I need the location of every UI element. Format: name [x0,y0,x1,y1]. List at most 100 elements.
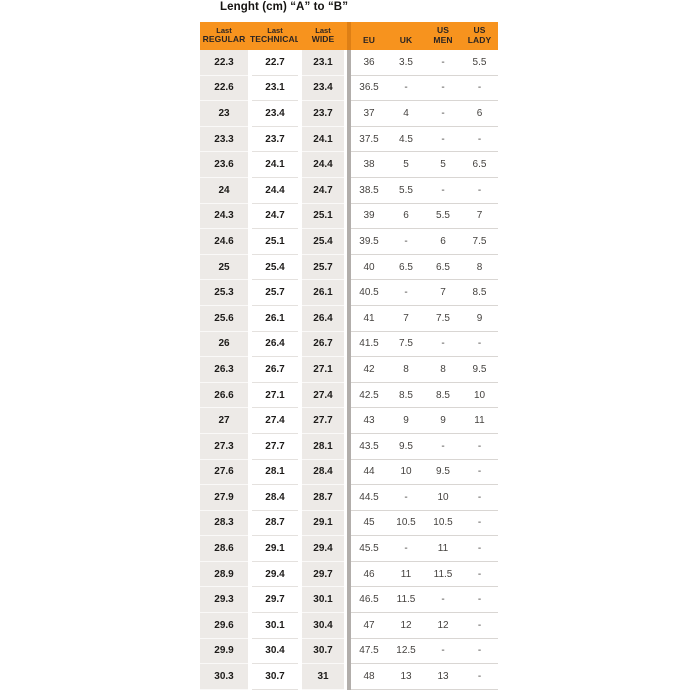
table-row: 25.3 25.7 26.1 40.5 - 7 8.5 [200,280,498,306]
cell-uk: 9 [387,408,425,434]
header-section-divider [347,22,351,50]
column-gap [298,229,302,255]
cell-uk: 10 [387,459,425,486]
table-row: 24.3 24.7 25.1 39 6 5.5 7 [200,203,498,230]
cell-last-technical: 23.7 [252,126,298,153]
section-divider [347,280,351,306]
table-row: 23.6 24.1 24.4 38 5 5 6.5 [200,152,498,178]
cell-value: 24.1 [265,159,285,171]
cell-value: 4 [403,107,409,119]
cell-value: 47.5 [359,645,379,657]
cell-value: 22.6 [214,82,234,94]
cell-us-lady: - [461,75,498,102]
section-divider [347,126,351,153]
cell-value: 45.5 [359,543,379,555]
cell-value: 23.7 [265,133,285,145]
cell-last-regular: 28.6 [200,536,248,562]
cell-value: 41.5 [359,338,379,350]
cell-value: 39 [363,210,375,222]
cell-value: 37 [363,107,375,119]
cell-us-lady: 7.5 [461,229,498,255]
column-gap [298,177,302,204]
cell-value: - [441,82,445,94]
cell-last-regular: 26.6 [200,382,248,409]
cell-value: - [477,671,482,683]
cell-value: 9.5 [436,466,450,478]
cell-uk: 10.5 [387,510,425,537]
cell-value: 28.3 [214,517,234,529]
column-gap [298,459,302,486]
column-gap [298,408,302,434]
cell-value: 36.5 [359,82,379,94]
cell-last-regular: 23.6 [200,152,248,178]
table-row: 23.3 23.7 24.1 37.5 4.5 - - [200,126,498,153]
cell-us-men: 6 [425,229,461,255]
cell-uk: 5 [387,152,425,178]
cell-us-lady: - [461,331,498,358]
cell-last-technical: 24.7 [252,203,298,230]
cell-value: 24 [218,184,230,196]
cell-value: - [477,133,482,145]
column-gap [298,382,302,409]
cell-value: 6.5 [436,261,450,273]
cell-value: 5.5 [399,184,413,196]
column-gap [248,229,252,255]
cell-value: - [404,82,408,94]
cell-value: 30.7 [265,671,285,683]
cell-eu: 46.5 [351,587,387,614]
cell-value: 48 [363,671,375,683]
cell-value: 26.1 [313,287,333,299]
column-gap [298,510,302,537]
cell-value: 25.7 [265,287,285,299]
cell-last-wide: 24.7 [302,177,344,204]
column-gap [248,254,252,281]
column-gap [344,101,347,127]
cell-value: 27.3 [214,440,234,452]
cell-last-technical: 27.4 [252,408,298,434]
cell-last-technical: 29.1 [252,536,298,562]
cell-us-lady: - [461,433,498,460]
cell-last-technical: 25.1 [252,229,298,255]
column-gap [344,510,347,537]
column-gap [248,485,252,511]
cell-last-wide: 24.1 [302,126,344,153]
column-gap [248,177,252,204]
table-row: 29.9 30.4 30.7 47.5 12.5 - - [200,638,498,665]
cell-value: 29.7 [313,568,333,580]
cell-value: 6 [440,235,446,247]
cell-last-technical: 29.4 [252,561,298,588]
section-divider [347,305,351,332]
cell-value: 29.4 [313,543,333,555]
cell-value: 25.4 [313,235,333,247]
cell-value: 5 [403,159,409,171]
cell-last-technical: 25.7 [252,280,298,306]
cell-value: 8 [403,363,409,375]
cell-last-regular: 25.6 [200,305,248,332]
cell-uk: 3.5 [387,50,425,76]
cell-eu: 38 [351,152,387,178]
cell-value: 24.1 [313,133,333,145]
cell-value: 13 [400,671,412,683]
cell-last-wide: 27.7 [302,408,344,434]
column-gap [248,510,252,537]
cell-eu: 37 [351,101,387,127]
cell-value: 27.4 [265,415,285,427]
cell-us-lady: - [461,664,498,690]
cell-value: 37.5 [359,133,379,145]
cell-value: 10 [437,491,449,503]
cell-value: 28.4 [313,466,333,478]
cell-last-wide: 28.7 [302,485,344,511]
cell-uk: 13 [387,664,425,690]
cell-eu: 44 [351,459,387,486]
cell-last-regular: 25 [200,254,248,281]
column-gap [344,459,347,486]
cell-value: 31 [317,671,329,683]
cell-value: 6.5 [399,261,413,273]
cell-value: 13 [437,671,449,683]
column-gap [344,664,347,690]
cell-value: 40 [363,261,375,273]
cell-value: 4.5 [399,133,413,145]
cell-last-wide: 30.4 [302,613,344,639]
table-row: 28.3 28.7 29.1 45 10.5 10.5 - [200,510,498,537]
